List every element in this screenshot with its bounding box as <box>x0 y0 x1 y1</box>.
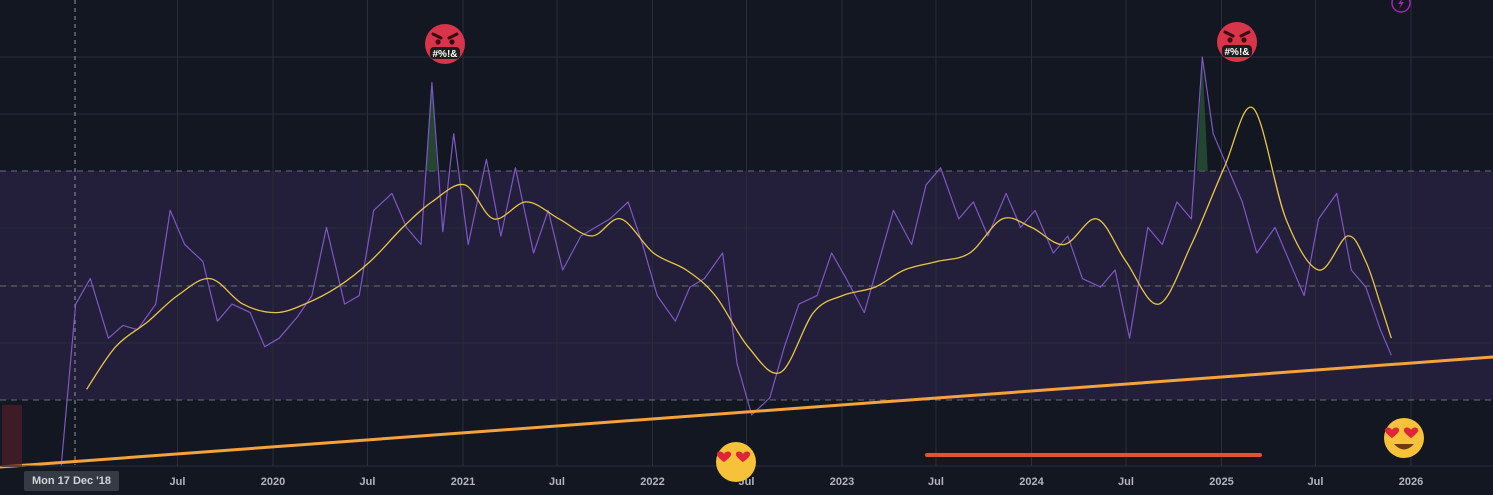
weekly-value-line[interactable] <box>60 56 1392 467</box>
x-tick-label: 2023 <box>830 476 854 488</box>
x-tick-label: Jul <box>1308 476 1324 488</box>
angry-face-icon: #%!& <box>1217 22 1257 62</box>
crosshair-date-label: Mon 17 Dec '18 <box>24 471 120 491</box>
band-dashed-lines <box>0 170 1493 401</box>
x-axis-ticks: Jul 2020 Jul 2021 Jul 2022 Jul 2023 Jul 2024 Jul 20… <box>170 476 1424 488</box>
lightning-icon[interactable] <box>1391 0 1411 13</box>
x-tick-label: 2022 <box>640 476 664 488</box>
bottom-left-red-bar <box>2 405 22 467</box>
x-tick-label: 2021 <box>451 476 475 488</box>
peak-fill <box>426 57 1208 171</box>
x-tick-label: Jul <box>928 476 944 488</box>
peak-fill-area <box>1196 57 1208 171</box>
x-tick-label: 2024 <box>1019 476 1044 488</box>
heart-eyes-face-icon <box>716 442 756 482</box>
x-tick-label: 2026 <box>1399 476 1423 488</box>
angry-face-icon: #%!& <box>425 24 465 64</box>
x-tick-label: Jul <box>1118 476 1134 488</box>
peak-fill-area <box>426 82 438 171</box>
x-tick-label: 2020 <box>261 476 285 488</box>
heart-eyes-face-icon <box>1384 418 1424 458</box>
support-trend-line[interactable] <box>0 355 1493 469</box>
series-lines <box>60 56 1392 467</box>
angry-face-text: #%!& <box>432 49 457 60</box>
angry-face-text: #%!& <box>1224 47 1249 58</box>
x-tick-label: Jul <box>170 476 186 488</box>
moving-average-line[interactable] <box>86 106 1392 390</box>
x-tick-label: 2025 <box>1209 476 1233 488</box>
x-tick-label: Jul <box>360 476 376 488</box>
x-tick-label: Jul <box>549 476 565 488</box>
